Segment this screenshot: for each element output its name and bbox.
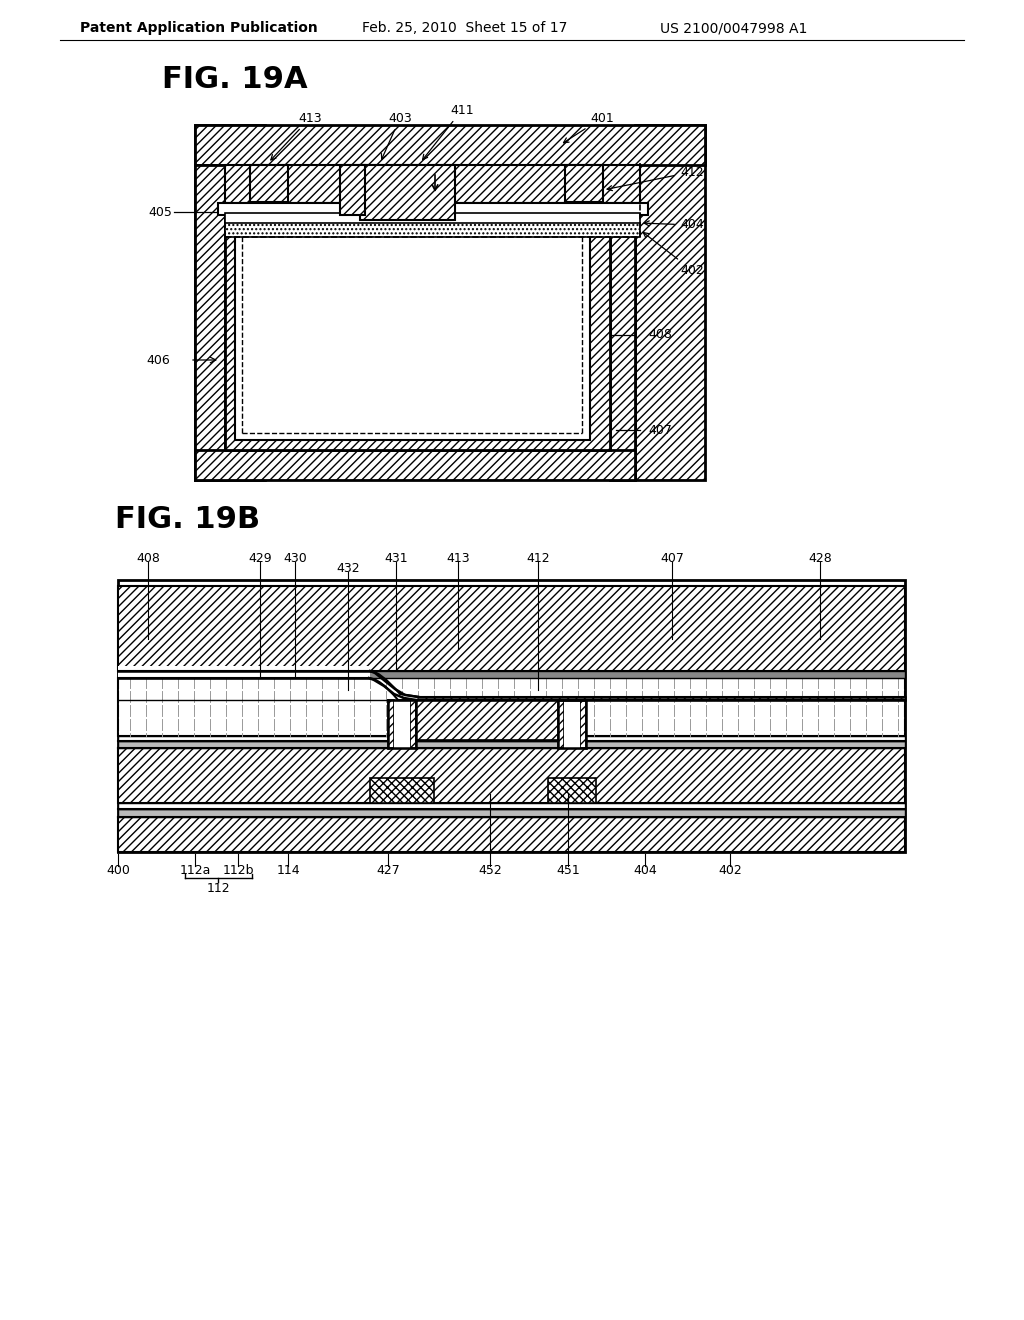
Bar [225,223,640,238]
Text: 406: 406 [146,354,170,367]
Text: 412: 412 [607,165,703,190]
Text: 429: 429 [248,552,271,565]
Text: 401: 401 [563,111,613,143]
Text: 400: 400 [106,863,130,876]
Bar [218,203,648,215]
Text: 402: 402 [643,232,703,276]
Bar [370,777,434,803]
Text: 407: 407 [648,424,672,437]
Bar [225,165,640,203]
Text: 405: 405 [148,206,172,219]
Text: 451: 451 [556,863,580,876]
Bar [118,586,905,671]
Bar [420,697,905,700]
Text: 112: 112 [206,882,229,895]
Text: 452: 452 [478,863,502,876]
Bar [118,667,370,678]
Text: Patent Application Publication: Patent Application Publication [80,21,317,36]
Text: 408: 408 [136,552,160,565]
Text: 404: 404 [644,219,703,231]
Text: 412: 412 [526,552,550,565]
Bar [565,165,603,202]
Text: 408: 408 [648,329,672,342]
Bar [118,741,905,748]
Text: 112a: 112a [179,863,211,876]
Bar [195,125,705,165]
Bar [118,809,905,817]
Text: 112b: 112b [222,863,254,876]
Text: 411: 411 [423,103,474,160]
Text: 427: 427 [376,863,400,876]
Bar [195,165,225,480]
Bar [610,165,635,480]
Bar [118,737,905,741]
Text: 430: 430 [283,552,307,565]
Bar [410,700,416,748]
Text: 431: 431 [384,552,408,565]
Text: 428: 428 [808,552,831,565]
Bar [118,817,905,851]
Text: 413: 413 [271,111,322,160]
Bar [225,213,640,224]
Text: FIG. 19B: FIG. 19B [115,506,260,535]
Bar [548,777,596,803]
Bar [118,678,905,737]
Text: US 2100/0047998 A1: US 2100/0047998 A1 [660,21,807,36]
Bar [118,671,370,678]
Text: 402: 402 [718,863,741,876]
Bar [388,700,394,748]
Bar [118,748,905,803]
Bar [580,700,586,748]
Bar [360,165,455,220]
Bar [416,700,558,741]
Bar [394,700,410,748]
Bar [340,165,365,215]
Bar [118,671,905,678]
Text: 413: 413 [446,552,470,565]
Text: FIG. 19A: FIG. 19A [162,66,307,95]
Bar [195,450,635,480]
Bar [564,700,580,748]
Bar [635,125,705,480]
Text: Feb. 25, 2010  Sheet 15 of 17: Feb. 25, 2010 Sheet 15 of 17 [362,21,567,36]
Text: 404: 404 [633,863,656,876]
Bar [118,579,905,851]
Bar [118,803,905,809]
Bar [558,700,564,748]
Bar [250,165,288,202]
Bar [195,125,265,480]
Bar [225,180,610,450]
Bar [234,201,590,440]
Text: 407: 407 [660,552,684,565]
Text: 432: 432 [336,561,359,574]
Text: 114: 114 [276,863,300,876]
Text: 403: 403 [382,111,412,160]
